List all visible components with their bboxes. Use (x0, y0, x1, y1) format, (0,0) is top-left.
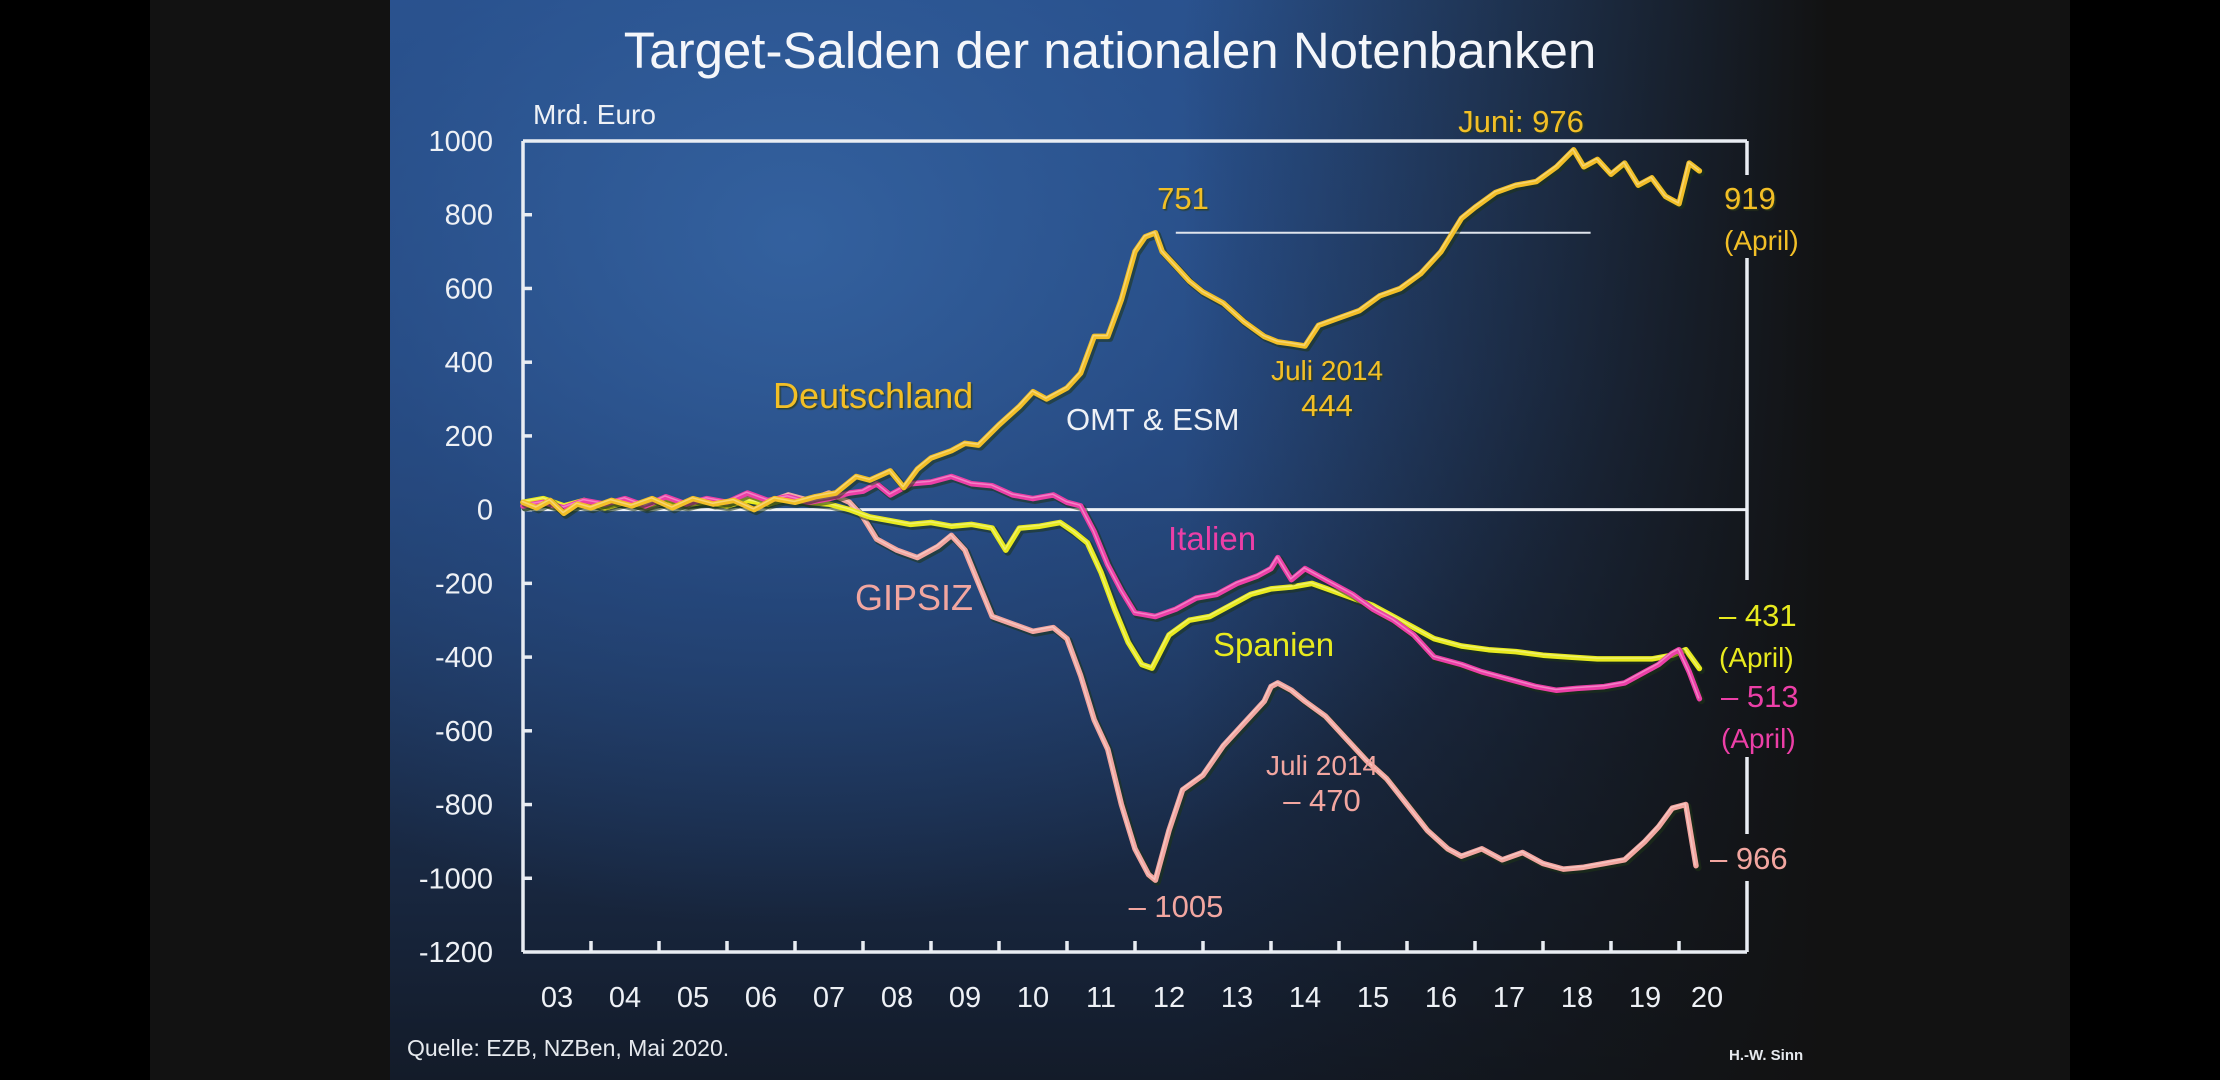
series-shadow-deutschland (521, 148, 1705, 519)
annotation-de-peak-751: 751 (1157, 181, 1209, 216)
y-tick-label: 600 (445, 273, 493, 305)
series-line-italien (520, 473, 1703, 702)
y-axis-ticks: 1000 800 600 400 200 0 -200 -400 -600 -800 -1000 -1… (419, 126, 532, 969)
x-tick-label: 20 (1691, 982, 1723, 1014)
y-tick-label: -400 (435, 642, 493, 674)
y-tick-label: -200 (435, 568, 493, 600)
x-tick-label: 10 (1017, 982, 1049, 1014)
y-axis-unit-label: Mrd. Euro (533, 99, 656, 130)
y-tick-label: 0 (477, 495, 493, 527)
label-spanien: Spanien (1213, 626, 1334, 663)
series-highlight-deutschland (521, 148, 1700, 514)
source-note: Quelle: EZB, NZBen, Mai 2020. (407, 1035, 729, 1061)
x-tick-label: 06 (745, 982, 777, 1014)
x-tick-label: 09 (949, 982, 981, 1014)
annotation-de-444: 444 (1301, 388, 1353, 423)
annotation-gipsiz-juli-2014: Juli 2014 (1266, 750, 1378, 781)
annotation-es-431: – 431 (1719, 598, 1797, 633)
label-deutschland: Deutschland (773, 375, 973, 416)
y-tick-label: -1000 (419, 863, 493, 895)
annotation-de-juli-2014: Juli 2014 (1271, 355, 1383, 386)
y-tick-label: 200 (445, 421, 493, 453)
annotation-it-513: – 513 (1721, 679, 1799, 714)
y-tick-label: 400 (445, 347, 493, 379)
chart-title: Target-Salden der nationalen Notenbanken (624, 22, 1597, 79)
y-tick-label: 1000 (428, 126, 493, 158)
x-tick-label: 19 (1629, 982, 1661, 1014)
x-tick-label: 11 (1086, 982, 1116, 1014)
x-axis-ticks: 03 04 05 06 07 08 09 10 11 12 13 14 15 16 17 18 19 20 (541, 941, 1723, 1014)
x-tick-label: 12 (1153, 982, 1185, 1014)
series-line-deutschland (520, 147, 1703, 517)
x-tick-label: 13 (1221, 982, 1253, 1014)
annotation-gipsiz-966: – 966 (1710, 841, 1788, 876)
series-shadow-gipsiz (521, 491, 1702, 886)
x-tick-label: 08 (881, 982, 913, 1014)
series-line-spanien (520, 495, 1703, 672)
slide-background (390, 0, 1830, 1080)
annotation-de-april: (April) (1724, 225, 1799, 256)
x-tick-label: 04 (609, 982, 641, 1014)
annotation-es-april: (April) (1719, 642, 1794, 673)
x-tick-label: 14 (1289, 982, 1321, 1014)
annotation-de-juni-976: Juni: 976 (1458, 104, 1584, 139)
y-tick-label: -1200 (419, 937, 493, 969)
y-tick-label: 800 (445, 200, 493, 232)
label-gipsiz: GIPSIZ (855, 577, 973, 618)
series-lines (520, 147, 1705, 886)
x-tick-label: 03 (541, 982, 573, 1014)
label-italien: Italien (1168, 520, 1256, 557)
label-omt-esm: OMT & ESM (1066, 402, 1239, 437)
y-tick-label: -800 (435, 790, 493, 822)
annotation-de-919: 919 (1724, 181, 1776, 216)
annotation-gipsiz-1005: – 1005 (1129, 889, 1224, 924)
series-shadow-spanien (521, 497, 1705, 674)
series-highlight-italien (521, 474, 1700, 699)
series-highlight-spanien (521, 497, 1700, 669)
annotation-gipsiz-470: – 470 (1283, 783, 1361, 818)
y-tick-label: -600 (435, 716, 493, 748)
series-shadow-italien (521, 475, 1705, 705)
annotation-it-april: (April) (1721, 723, 1796, 754)
x-tick-label: 15 (1357, 982, 1389, 1014)
x-tick-label: 05 (677, 982, 709, 1014)
x-tick-label: 17 (1493, 982, 1525, 1014)
x-tick-label: 18 (1561, 982, 1593, 1014)
x-tick-label: 07 (813, 982, 845, 1014)
x-tick-label: 16 (1425, 982, 1457, 1014)
author-credit: H.-W. Sinn (1729, 1047, 1803, 1064)
